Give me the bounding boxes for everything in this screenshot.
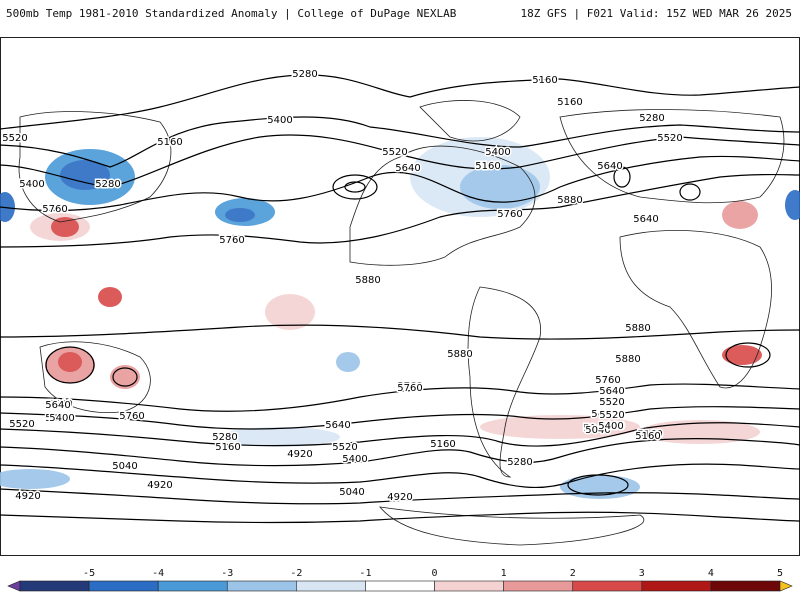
contour-label: 5040 xyxy=(339,487,364,498)
colorbar-swatch xyxy=(503,580,574,592)
contour-label: 4920 xyxy=(147,480,172,491)
contour-label: 5880 xyxy=(355,275,380,286)
contour-label: 5280 xyxy=(95,179,120,190)
contour-label: 5400 xyxy=(45,413,70,424)
colorbar-swatch xyxy=(19,580,90,592)
colorbar-tick-label: 1 xyxy=(500,568,507,579)
contour-label: 5880 xyxy=(447,349,472,360)
colorbar-swatch xyxy=(434,580,504,592)
contour-label: 5760 xyxy=(397,383,422,394)
contour-label: 5520 xyxy=(657,133,682,144)
colorbar-tick-label: -1 xyxy=(359,568,372,579)
contour-label: 5040 xyxy=(585,425,610,436)
contour-label: 5160 xyxy=(532,75,557,86)
contour-label: 5880 xyxy=(557,195,582,206)
contour-label: 5640 xyxy=(597,161,622,172)
contour-label: 5160 xyxy=(215,442,240,453)
colorbar-tick-label: -2 xyxy=(290,568,303,579)
contour-label: 5520 xyxy=(2,133,27,144)
contour-label: 5400 xyxy=(342,454,367,465)
colorbar: -5 -4 -3 -2 -1 0 1 2 3 4 5 xyxy=(0,568,800,600)
contour-label: 5280 xyxy=(212,432,237,443)
colorbar-min-extend xyxy=(7,580,21,592)
contour-label: 5400 xyxy=(267,115,292,126)
colorbar-swatch xyxy=(226,580,297,592)
contour-label: 5640 xyxy=(599,386,624,397)
colorbar-swatch xyxy=(710,580,781,592)
anomaly-shading xyxy=(0,137,800,499)
contour-label: 5760 xyxy=(497,209,522,220)
colorbar-tick-label: 3 xyxy=(638,568,645,579)
contour-label: 5280 xyxy=(599,421,624,432)
contour-label: 5280 xyxy=(292,69,317,80)
contour-label: 5520 xyxy=(599,410,624,421)
map-title: 500mb Temp 1981-2010 Standardized Anomal… xyxy=(6,7,457,20)
contour-label: 5160 xyxy=(637,429,662,440)
contour-label: 5760 xyxy=(219,235,244,246)
colorbar-tick-label: 4 xyxy=(707,568,714,579)
contour-label: 5520 xyxy=(599,397,624,408)
contour-label: 5400 xyxy=(19,179,44,190)
contour-label: 4920 xyxy=(15,491,40,502)
contour-label: 5040 xyxy=(583,423,608,434)
contour-label: 4920 xyxy=(287,449,312,460)
contour-label: 4920 xyxy=(387,492,412,503)
contour-label: 5520 xyxy=(9,419,34,430)
contour-label: 5880 xyxy=(625,323,650,334)
height-contours xyxy=(0,74,800,524)
contour-label: 5640 xyxy=(45,400,70,411)
contour-label: 5760 xyxy=(42,204,67,215)
colorbar-tick-label: -4 xyxy=(152,568,165,579)
colorbar-tick-label: 2 xyxy=(569,568,576,579)
map-frame xyxy=(0,37,800,556)
colorbar-tick-label: -5 xyxy=(83,568,96,579)
contour-label: 5160 xyxy=(475,161,500,172)
contour-label: 5400 xyxy=(598,421,623,432)
contour-label: 5400 xyxy=(591,409,616,420)
anomaly-map: 5280 5160 5160 5520 5280 5400 5160 5520 5640 5400… xyxy=(0,37,800,556)
contour-label: 5760 xyxy=(119,411,144,422)
colorbar-tick-label: -3 xyxy=(221,568,234,579)
contour-label: 5640 xyxy=(325,420,350,431)
contour-label: 5280 xyxy=(639,113,664,124)
coastlines xyxy=(18,100,785,546)
contour-label: 5880 xyxy=(615,354,640,365)
colorbar-swatch xyxy=(157,580,228,592)
model-valid-time: 18Z GFS | F021 Valid: 15Z WED MAR 26 202… xyxy=(520,7,792,20)
contour-label: 5160 xyxy=(557,97,582,108)
contour-label: 5640 xyxy=(47,399,72,410)
colorbar-tick-label: 0 xyxy=(431,568,438,579)
contour-label: 5520 xyxy=(332,442,357,453)
contour-label: 5640 xyxy=(633,214,658,225)
contour-label: 5520 xyxy=(9,419,34,430)
colorbar-swatch xyxy=(641,580,712,592)
map-header: 500mb Temp 1981-2010 Standardized Anomal… xyxy=(0,0,800,30)
contour-label: 5160 xyxy=(635,431,660,442)
contour-label: 5040 xyxy=(112,461,137,472)
contour-label: 5280 xyxy=(507,457,532,468)
contour-label: 5400 xyxy=(485,147,510,158)
colorbar-scale xyxy=(7,580,793,592)
contour-label: 5400 xyxy=(49,413,74,424)
colorbar-tick-label: 5 xyxy=(776,568,784,579)
contour-label: 5760 xyxy=(397,381,422,392)
contour-label: 5520 xyxy=(382,147,407,158)
colorbar-swatch xyxy=(296,580,366,592)
contour-label: 5160 xyxy=(430,439,455,450)
contour-label: 5640 xyxy=(395,163,420,174)
colorbar-swatch xyxy=(88,580,159,592)
colorbar-swatch xyxy=(572,580,643,592)
colorbar-swatch xyxy=(365,580,435,592)
contour-label: 5160 xyxy=(157,137,182,148)
colorbar-max-extend xyxy=(779,580,793,592)
contour-label: 5760 xyxy=(595,375,620,386)
